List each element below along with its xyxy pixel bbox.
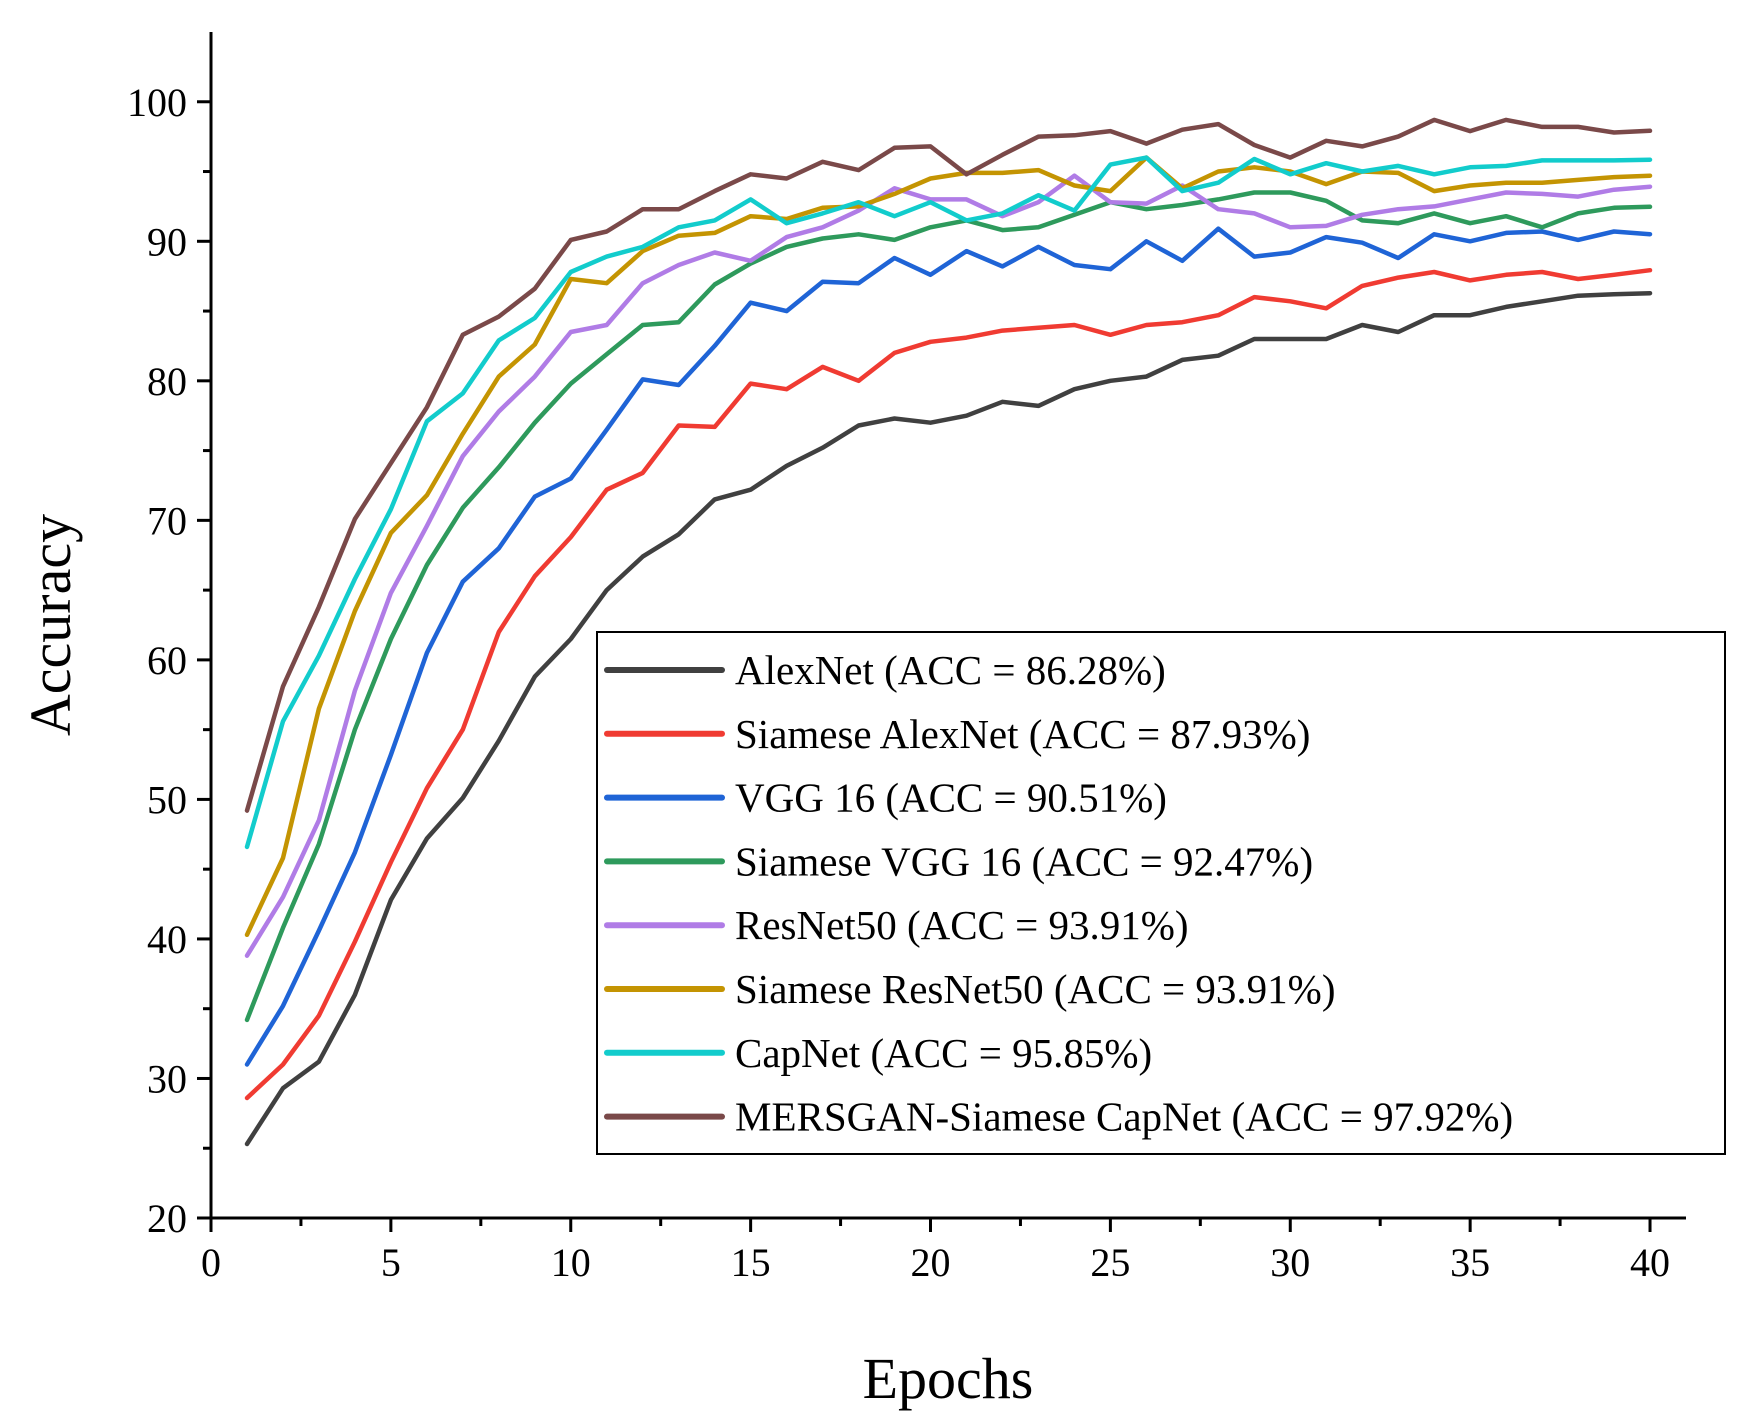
- series-line-1: [244, 290, 1653, 1147]
- ticks-group: 0 5 10 15 20 25 30 35 40 20 30 40 50 60 70 80 90 100: [127, 80, 1670, 1285]
- series-line-6: [244, 155, 1653, 938]
- y-tick-label: 100: [127, 80, 187, 125]
- series-line-7: [244, 155, 1653, 850]
- x-tick-label: 5: [381, 1240, 401, 1285]
- legend-label: Siamese VGG 16 (ACC = 92.47%): [735, 838, 1313, 884]
- y-axis-title: Accuracy: [18, 514, 83, 736]
- legend-label: AlexNet (ACC = 86.28%): [735, 647, 1166, 693]
- x-axis-title: Epochs: [863, 1346, 1034, 1411]
- legend: AlexNet (ACC = 86.28%) Siamese AlexNet (A…: [596, 631, 1726, 1155]
- y-tick-label: 50: [147, 777, 187, 822]
- legend-label: CapNet (ACC = 95.85%): [735, 1030, 1152, 1076]
- series-line-4: [244, 190, 1653, 1023]
- x-tick-label: 25: [1090, 1240, 1130, 1285]
- y-tick-label: 60: [147, 638, 187, 683]
- legend-label: MERSGAN-Siamese CapNet (ACC = 97.92%): [735, 1094, 1513, 1140]
- y-tick-label: 70: [147, 498, 187, 543]
- y-tick-label: 40: [147, 917, 187, 962]
- legend-box: [596, 631, 1726, 1155]
- x-tick-label: 15: [731, 1240, 771, 1285]
- legend-label: ResNet50 (ACC = 93.91%): [735, 902, 1189, 948]
- x-tick-label: 30: [1270, 1240, 1310, 1285]
- legend-label: Siamese ResNet50 (ACC = 93.91%): [735, 966, 1335, 1012]
- axes-group: [209, 32, 1686, 1220]
- legend-label: VGG 16 (ACC = 90.51%): [735, 775, 1167, 821]
- x-tick-label: 20: [911, 1240, 951, 1285]
- series-line-8: [244, 117, 1653, 813]
- series-line-5: [244, 173, 1653, 958]
- y-tick-label: 20: [147, 1196, 187, 1241]
- y-tick-label: 30: [147, 1056, 187, 1101]
- x-tick-label: 10: [551, 1240, 591, 1285]
- series-line-2: [244, 267, 1653, 1101]
- x-tick-label: 40: [1630, 1240, 1670, 1285]
- x-tick-label: 0: [201, 1240, 221, 1285]
- x-tick-label: 35: [1450, 1240, 1490, 1285]
- legend-label: Siamese AlexNet (ACC = 87.93%): [735, 711, 1310, 757]
- y-tick-label: 90: [147, 219, 187, 264]
- y-tick-label: 80: [147, 359, 187, 404]
- series-line-3: [244, 226, 1653, 1067]
- plot-series-group: [244, 117, 1653, 1147]
